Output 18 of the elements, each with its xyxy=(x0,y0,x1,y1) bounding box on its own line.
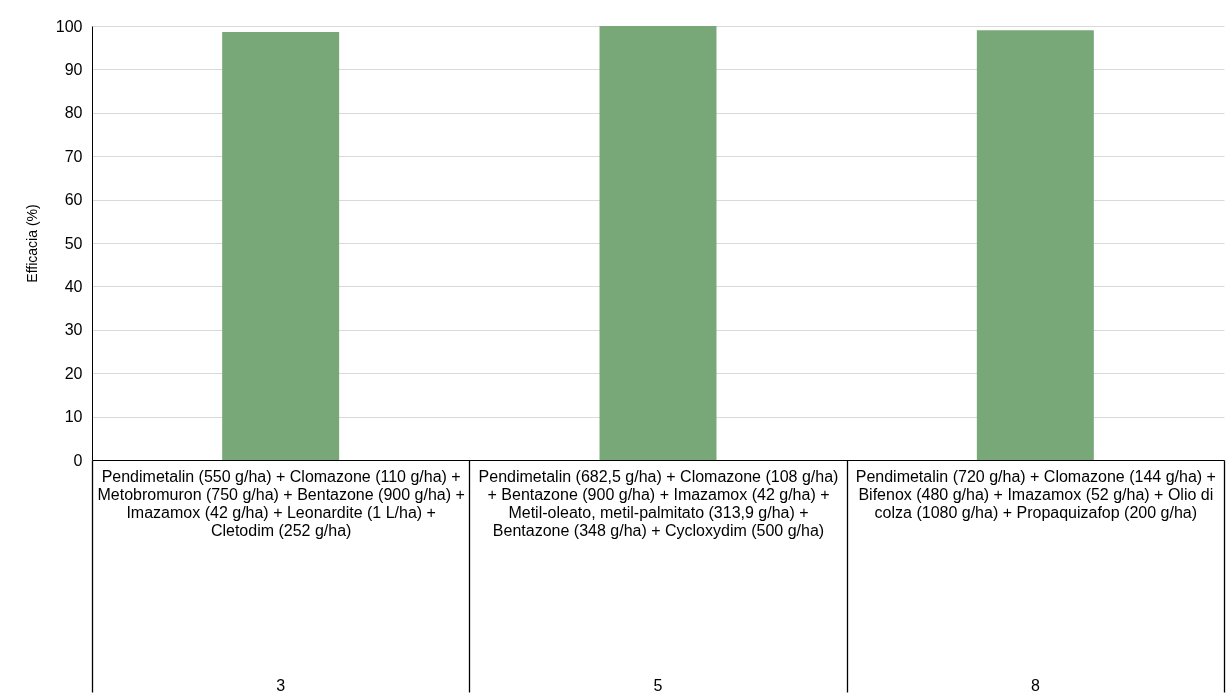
y-tick-label: 100 xyxy=(55,17,83,35)
y-tick-label: 90 xyxy=(64,60,83,78)
y-tick-label: 0 xyxy=(73,451,83,469)
y-tick-label: 60 xyxy=(64,191,83,209)
y-tick-label: 50 xyxy=(64,234,83,252)
x-tick-label: Pendimetalin (720 g/ha) + Clomazone (144 g/ha) + Bifenox (480 g/ha) + Imazamox (52 g/ha) + Olio di colza (1080 g/ha) + Propaquizafop (200 g/ha) xyxy=(855,467,1216,521)
text: 5 xyxy=(653,677,663,693)
x-tick-label: Pendimetalin (682,5 g/ha) + Clomazone (108 g/ha) + Bentazone (900 g/ha) + Imazamox (42 g/ha) + Metil-oleato, metil-palmitato (313,9 g/ha) + Bentazone (348 g/ha) + Cycloxydim (500 g/ha) xyxy=(478,467,839,539)
text: 3 xyxy=(276,677,286,693)
y-tick-label: 20 xyxy=(64,364,83,382)
y-tick-label: 10 xyxy=(64,408,83,426)
y-tick-label: 40 xyxy=(64,277,83,295)
y-tick-label: 30 xyxy=(64,321,83,339)
x-tick-label: Pendimetalin (550 g/ha) + Clomazone (110 g/ha) + Metobromuron (750 g/ha) + Bentazone (900 g/ha) + Imazamox (42 g/ha) + Leonardite (1 L/ha) + Cletodim (252 g/ha) xyxy=(97,467,465,539)
y-tick-label: 70 xyxy=(64,147,83,165)
text: 8 xyxy=(1030,677,1040,693)
y-tick-label: 80 xyxy=(64,104,83,122)
y-axis-title: Efficacia (%) xyxy=(23,204,40,283)
